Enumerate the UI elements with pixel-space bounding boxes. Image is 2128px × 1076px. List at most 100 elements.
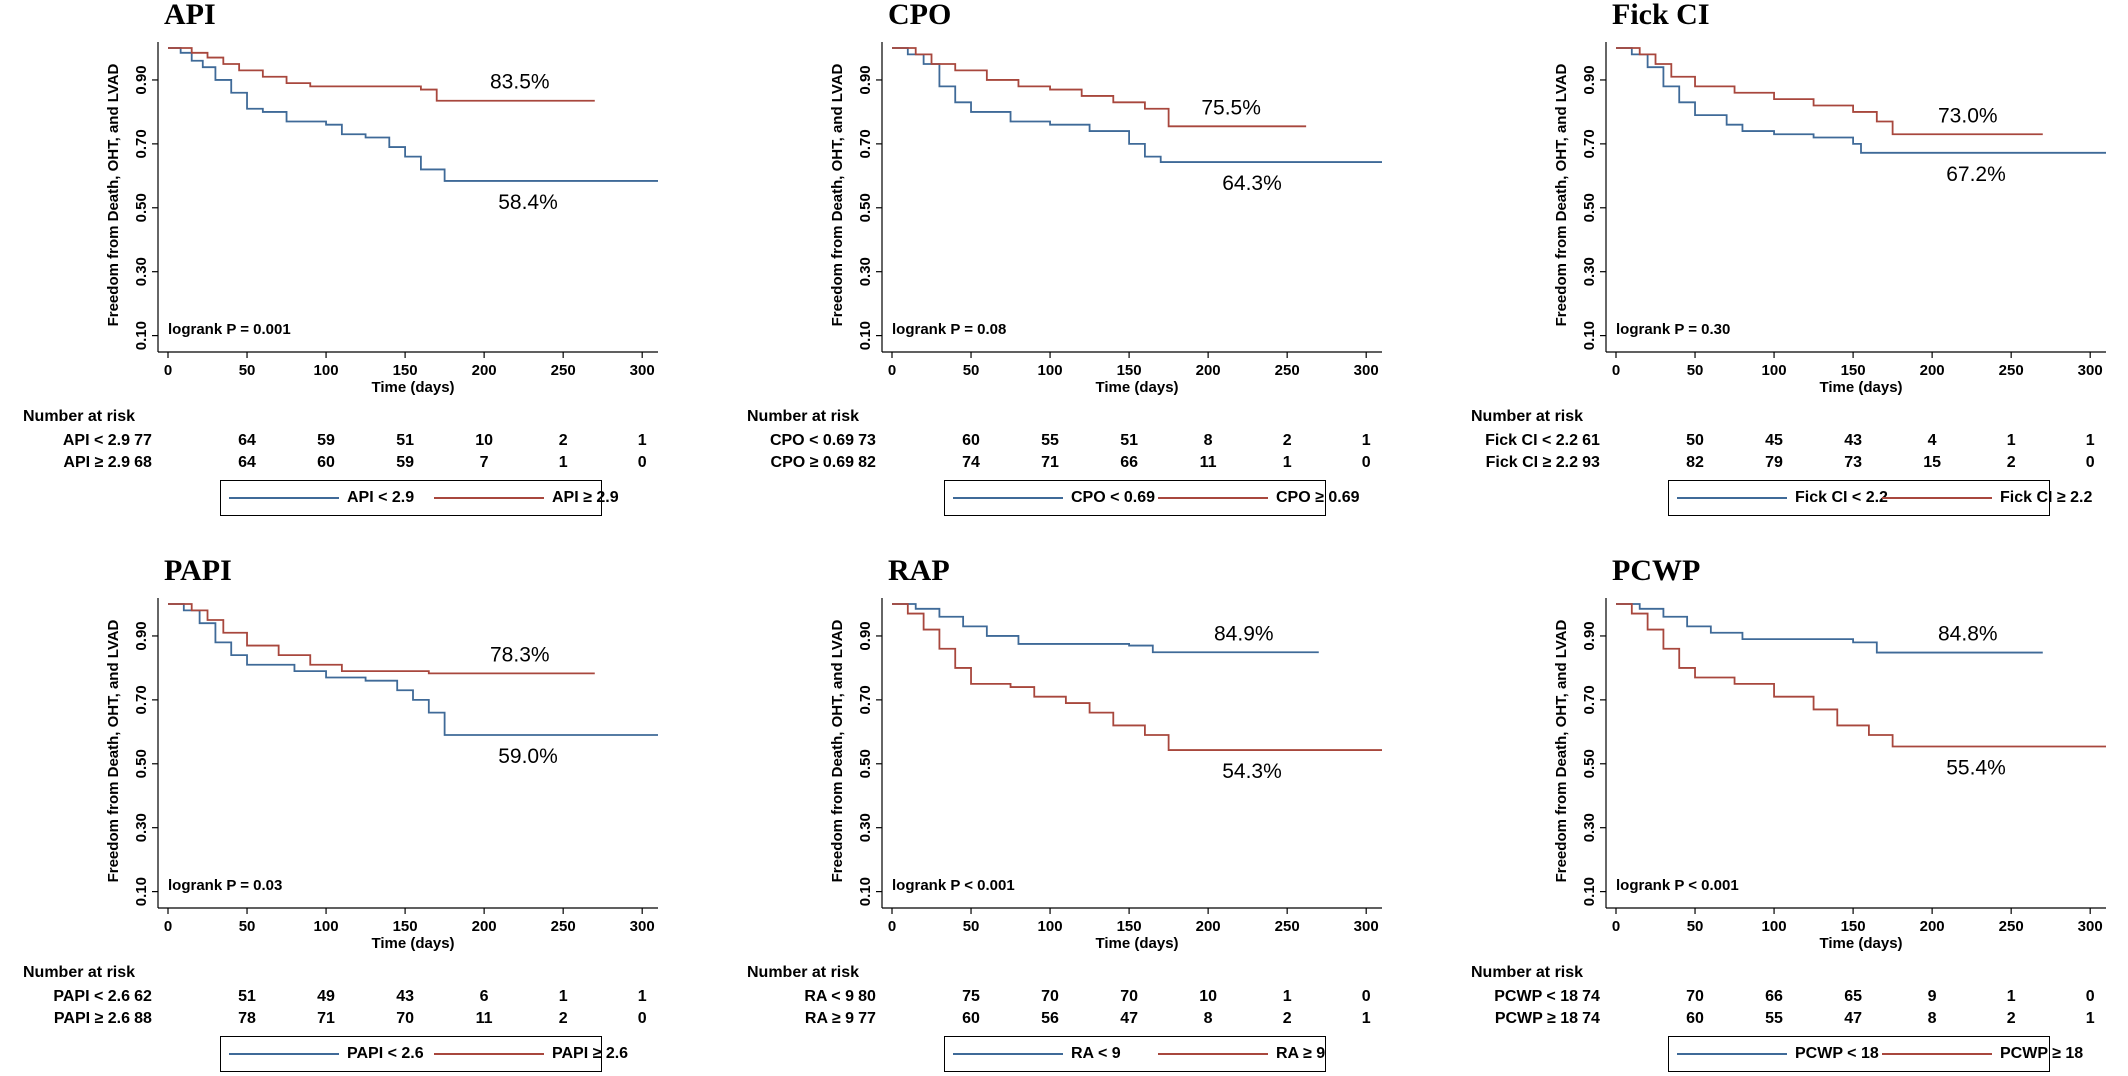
x-tick-label: 200 xyxy=(1196,362,1221,379)
risk-count: 15 xyxy=(1923,454,1942,471)
risk-row-label: Fick CI < 2.2 xyxy=(1485,432,1578,449)
chart-title: PAPI xyxy=(164,554,232,587)
risk-count: 74 xyxy=(1582,1010,1600,1027)
y-axis-label: Freedom from Death, OHT, and LVAD xyxy=(1553,63,1570,326)
risk-row-label: PCWP ≥ 18 xyxy=(1494,1010,1578,1027)
x-tick-label: 250 xyxy=(1275,918,1300,935)
legend-swatch-red xyxy=(434,497,544,499)
y-tick-label: 0.30 xyxy=(857,813,874,842)
y-tick-label: 0.70 xyxy=(133,129,150,158)
risk-count: 1 xyxy=(2085,432,2095,449)
y-tick-label: 0.70 xyxy=(857,685,874,714)
km-panel-api: API 0 50 100 150 200 250 300 Time (days) 0.10 0.30… xyxy=(0,0,700,520)
risk-row-label: API < 2.9 xyxy=(62,432,130,449)
risk-count: 0 xyxy=(1361,988,1371,1005)
legend-label: CPO ≥ 0.69 xyxy=(1276,489,1360,506)
risk-count: 71 xyxy=(317,1010,335,1027)
x-tick-label: 150 xyxy=(1117,918,1142,935)
risk-row-label: API ≥ 2.9 xyxy=(63,454,130,471)
survival-curve-blue xyxy=(1616,603,2043,654)
x-tick-label: 50 xyxy=(239,918,256,935)
x-axis-label: Time (days) xyxy=(371,379,454,396)
risk-count: 70 xyxy=(1041,988,1059,1005)
risk-count: 60 xyxy=(317,454,335,471)
chart-title: CPO xyxy=(888,0,952,31)
risk-count: 2 xyxy=(558,1010,568,1027)
legend: PCWP < 18 PCWP ≥ 18 xyxy=(1668,1036,2083,1072)
x-tick-label: 0 xyxy=(1612,362,1620,379)
y-tick-label: 0.30 xyxy=(133,813,150,842)
chart-title: RAP xyxy=(888,554,950,587)
end-survival-label: 83.5% xyxy=(490,71,550,94)
risk-row-label: CPO < 0.69 xyxy=(769,432,854,449)
y-tick-label: 0.90 xyxy=(857,621,874,650)
risk-count: 51 xyxy=(238,988,256,1005)
y-tick-label: 0.70 xyxy=(1581,685,1598,714)
risk-count: 60 xyxy=(1686,1010,1704,1027)
legend-item: API < 2.9 xyxy=(229,481,414,515)
legend-label: API < 2.9 xyxy=(347,489,415,506)
km-plot: 0 50 100 150 200 250 300 Time (days) 0.10 0.30 0.5… xyxy=(829,598,1382,952)
risk-count: 6 xyxy=(479,988,489,1005)
x-axis-label: Time (days) xyxy=(1819,935,1902,952)
logrank-pvalue: logrank P < 0.001 xyxy=(1616,877,1739,894)
km-plot: 0 50 100 150 200 250 300 Time (days) 0.10 0.30 0.5… xyxy=(105,598,658,952)
x-tick-label: 50 xyxy=(239,362,256,379)
x-tick-label: 150 xyxy=(393,918,418,935)
legend-swatch-red xyxy=(1882,1053,1992,1055)
logrank-pvalue: logrank P = 0.30 xyxy=(1616,321,1730,338)
x-tick-label: 200 xyxy=(1920,918,1945,935)
risk-count: 2 xyxy=(2006,454,2016,471)
x-tick-label: 50 xyxy=(963,918,980,935)
end-survival-label: 84.8% xyxy=(1938,623,1998,646)
legend-label: Fick CI ≥ 2.2 xyxy=(2000,489,2093,506)
km-plot: 0 50 100 150 200 250 300 Time (days) 0.10 0.30 0.5… xyxy=(829,42,1382,396)
x-tick-label: 300 xyxy=(1354,362,1379,379)
x-tick-label: 50 xyxy=(1687,918,1704,935)
legend-item: Fick CI < 2.2 xyxy=(1677,481,1888,515)
legend: RA < 9 RA ≥ 9 xyxy=(944,1036,1326,1072)
survival-curve-red xyxy=(892,47,1307,128)
risk-count: 70 xyxy=(1120,988,1138,1005)
y-axis-label: Freedom from Death, OHT, and LVAD xyxy=(105,63,122,326)
risk-count: 1 xyxy=(2006,988,2016,1005)
legend-label: API ≥ 2.9 xyxy=(552,489,619,506)
survival-curve-blue xyxy=(892,603,1319,654)
risk-count: 8 xyxy=(1203,432,1213,449)
km-plot: 0 50 100 150 200 250 300 Time (days) 0.10 0.30 0.5… xyxy=(105,42,658,396)
y-tick-label: 0.90 xyxy=(133,621,150,650)
x-tick-label: 0 xyxy=(888,918,896,935)
legend-item: RA < 9 xyxy=(953,1037,1121,1071)
risk-count: 1 xyxy=(1361,432,1371,449)
legend-swatch-blue xyxy=(229,497,339,499)
risk-count: 1 xyxy=(558,988,568,1005)
risk-count: 0 xyxy=(637,454,647,471)
risk-count: 75 xyxy=(962,988,980,1005)
x-tick-label: 150 xyxy=(1841,362,1866,379)
risk-count: 1 xyxy=(558,454,568,471)
chart-title: API xyxy=(164,0,216,31)
legend-label: Fick CI < 2.2 xyxy=(1795,489,1888,506)
legend-swatch-blue xyxy=(953,497,1063,499)
end-survival-label: 54.3% xyxy=(1222,760,1282,783)
risk-count: 77 xyxy=(858,1010,876,1027)
survival-curve-red xyxy=(168,47,595,102)
x-tick-label: 150 xyxy=(1117,362,1142,379)
risk-count: 1 xyxy=(637,432,647,449)
risk-count: 43 xyxy=(396,988,414,1005)
end-survival-label: 78.3% xyxy=(490,643,550,666)
y-tick-label: 0.30 xyxy=(133,257,150,286)
y-tick-label: 0.50 xyxy=(1581,193,1598,222)
x-tick-label: 0 xyxy=(1612,918,1620,935)
x-tick-label: 200 xyxy=(472,362,497,379)
legend-item: PAPI < 2.6 xyxy=(229,1037,424,1071)
x-tick-label: 250 xyxy=(551,362,576,379)
risk-count: 71 xyxy=(1041,454,1059,471)
risk-count: 59 xyxy=(317,432,335,449)
risk-count: 1 xyxy=(1282,454,1292,471)
risk-row-label: CPO ≥ 0.69 xyxy=(770,454,854,471)
x-tick-label: 150 xyxy=(393,362,418,379)
risk-count: 68 xyxy=(134,454,152,471)
x-tick-label: 100 xyxy=(1038,918,1063,935)
logrank-pvalue: logrank P < 0.001 xyxy=(892,877,1015,894)
